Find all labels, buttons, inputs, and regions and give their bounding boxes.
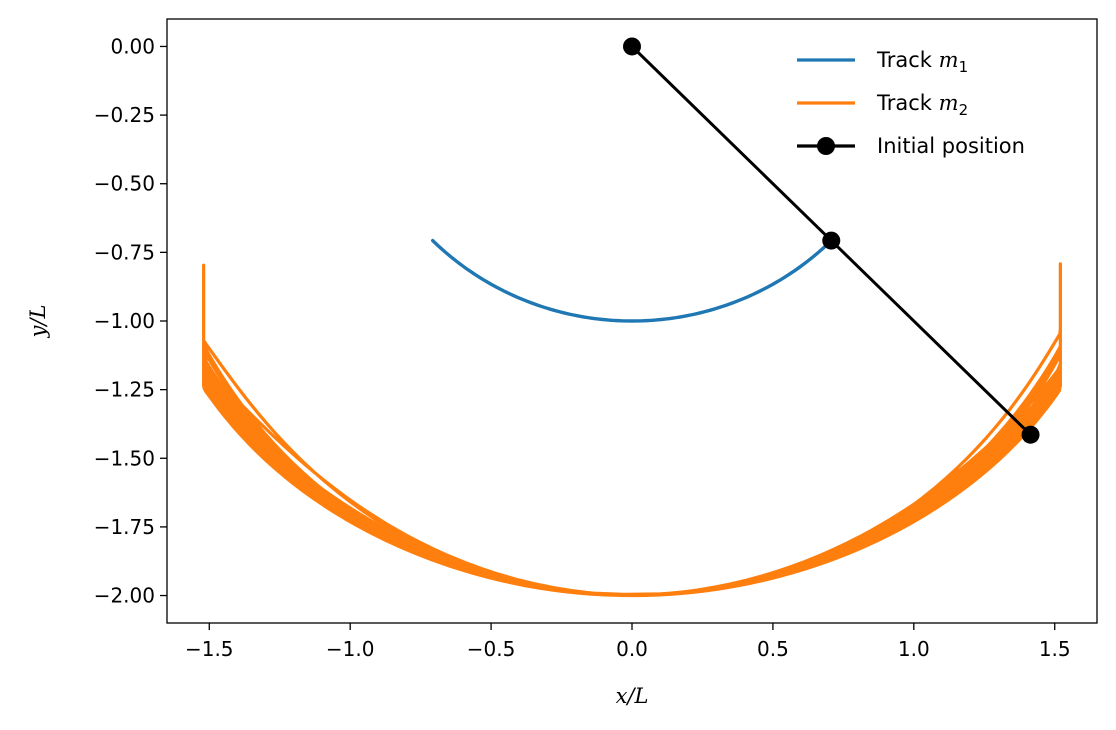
y-tick-label: −0.50 — [94, 172, 155, 196]
legend-label: Track m1 — [876, 48, 968, 76]
y-tick-label: −1.00 — [94, 309, 155, 333]
x-tick-label: −1.0 — [326, 637, 375, 661]
x-tick-label: −1.5 — [185, 637, 234, 661]
legend: Track m1 Track m2 Initial position — [797, 48, 1025, 158]
legend-item: Initial position — [797, 134, 1025, 158]
y-tick-label: −2.00 — [94, 584, 155, 608]
y-tick-label: −1.25 — [94, 378, 155, 402]
legend-item: Track m2 — [797, 91, 968, 119]
y-tick-label: −0.25 — [94, 103, 155, 127]
series-m2-line — [202, 262, 1062, 598]
initial-position-marker — [1021, 425, 1040, 444]
x-tick-label: 0.0 — [616, 637, 648, 661]
y-tick-label: −0.75 — [94, 240, 155, 264]
legend-label: Track m2 — [876, 91, 968, 119]
series-layer — [202, 37, 1062, 598]
y-tick-label: −1.50 — [94, 446, 155, 470]
x-tick-label: 0.5 — [757, 637, 789, 661]
initial-position-marker — [822, 231, 841, 250]
series-m1-line — [431, 238, 833, 323]
initial-position-marker — [623, 37, 641, 56]
x-axis-label: x/L — [616, 684, 649, 708]
x-axis-ticks: −1.5 −1.0 −0.5 0.0 0.5 1.0 1.5 — [185, 623, 1071, 661]
x-tick-label: −0.5 — [467, 637, 516, 661]
legend-marker — [817, 137, 835, 155]
x-tick-label: 1.5 — [1039, 637, 1071, 661]
y-tick-label: 0.00 — [110, 34, 155, 58]
y-axis-label: y/L — [26, 305, 50, 339]
x-tick-label: 1.0 — [898, 637, 930, 661]
y-tick-label: −1.75 — [94, 515, 155, 539]
legend-item: Track m1 — [797, 48, 968, 76]
y-axis-ticks: 0.00 −0.25 −0.50 −0.75 −1.00 −1.25 −1.50 −1.75 −… — [94, 34, 167, 608]
legend-label: Initial position — [877, 134, 1025, 158]
